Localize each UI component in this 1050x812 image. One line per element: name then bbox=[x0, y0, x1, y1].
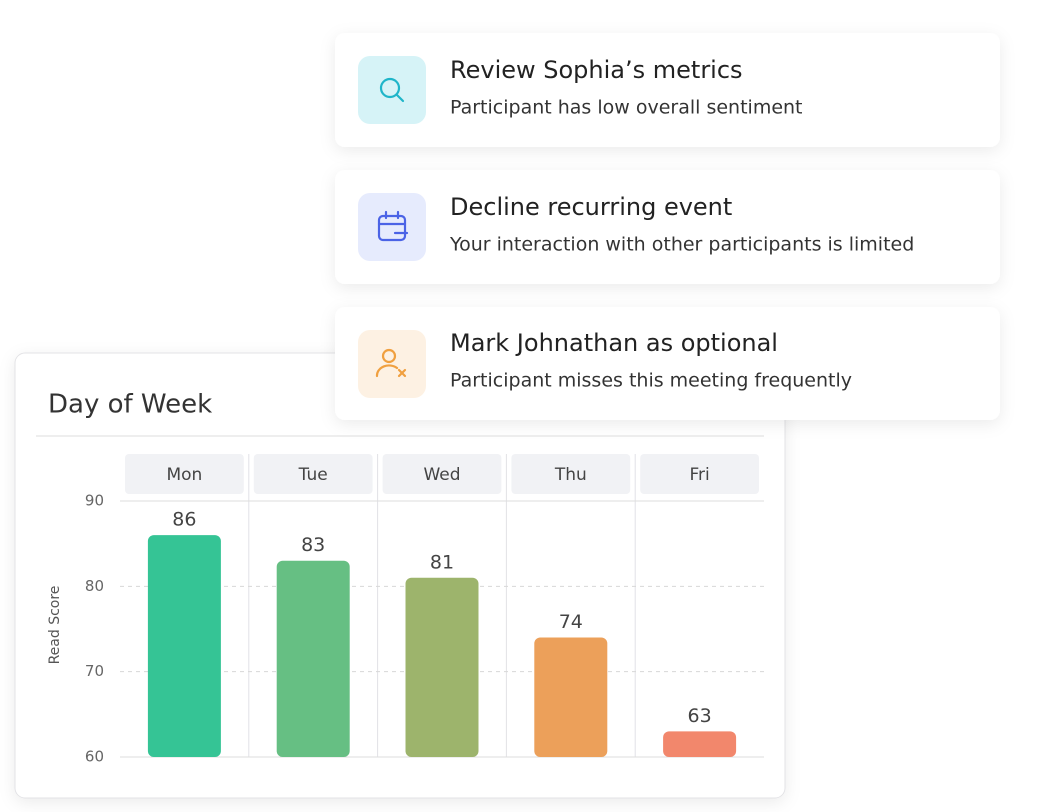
card-subtitle: Participant misses this meeting frequent… bbox=[450, 370, 852, 392]
y-axis-label: Read Score bbox=[47, 586, 63, 665]
x-tick-label: Fri bbox=[689, 465, 709, 485]
icon-bg bbox=[358, 330, 426, 398]
header-pill bbox=[511, 454, 631, 494]
icon-bg bbox=[358, 193, 426, 261]
card-subtitle: Your interaction with other participants… bbox=[449, 234, 914, 256]
value-label: 86 bbox=[172, 509, 196, 531]
card[interactable]: Review Sophia’s metrics Participant has … bbox=[335, 33, 1000, 147]
header-pill bbox=[382, 454, 502, 494]
value-label: 83 bbox=[301, 534, 325, 556]
y-tick-label: 80 bbox=[85, 577, 104, 595]
card[interactable]: Mark Johnathan as optional Participant m… bbox=[335, 307, 1000, 420]
y-tick-label: 60 bbox=[85, 748, 104, 766]
header-pill bbox=[253, 454, 373, 494]
card-title: Mark Johnathan as optional bbox=[450, 329, 778, 357]
y-tick-label: 70 bbox=[85, 662, 104, 680]
card-title: Decline recurring event bbox=[450, 193, 732, 221]
header-pill bbox=[125, 454, 244, 494]
chart-title: Day of Week bbox=[48, 390, 212, 420]
bar bbox=[663, 731, 737, 757]
icon-bg bbox=[358, 56, 426, 124]
card-bg bbox=[335, 33, 1000, 147]
calendar-icon bbox=[377, 210, 409, 242]
bar bbox=[534, 637, 608, 757]
value-label: 74 bbox=[559, 611, 583, 633]
search-icon bbox=[379, 77, 405, 103]
card-bg bbox=[335, 170, 1000, 284]
card-bg bbox=[335, 307, 1000, 420]
bar bbox=[147, 535, 221, 757]
x-tick-label: Mon bbox=[166, 465, 202, 485]
bar bbox=[276, 560, 350, 757]
x-tick-label: Tue bbox=[298, 465, 328, 485]
header-pill bbox=[640, 454, 759, 494]
bar bbox=[405, 577, 479, 757]
value-label: 81 bbox=[430, 551, 454, 573]
card[interactable]: Decline recurring event Your interaction… bbox=[335, 170, 1000, 284]
x-tick-label: Wed bbox=[423, 465, 460, 485]
x-tick-label: Thu bbox=[554, 465, 587, 485]
card-title: Review Sophia’s metrics bbox=[450, 56, 743, 84]
card-subtitle: Participant has low overall sentiment bbox=[450, 97, 803, 119]
cards: Review Sophia’s metrics Participant has … bbox=[335, 33, 1000, 420]
chart-card: Day of Week Read Score 60 70 80 90 Mon 86 Tue 8… bbox=[14, 352, 786, 799]
value-label: 63 bbox=[688, 705, 712, 727]
y-tick-label: 90 bbox=[85, 492, 104, 510]
user-x-icon bbox=[375, 348, 407, 378]
